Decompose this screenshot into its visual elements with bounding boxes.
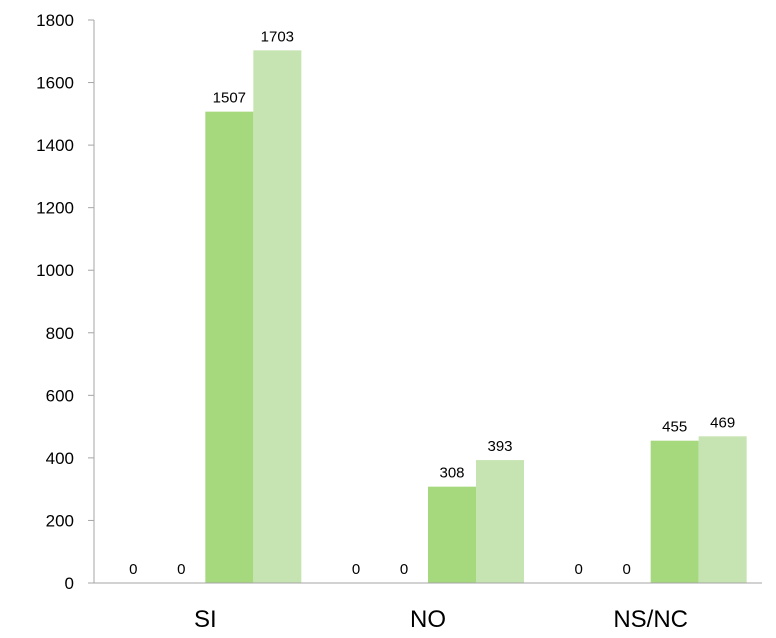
- y-tick-label: 1400: [36, 136, 74, 155]
- data-label: 0: [622, 561, 630, 578]
- y-tick-label: 1000: [36, 261, 74, 280]
- bar: [428, 486, 476, 583]
- y-tick-label: 1800: [36, 11, 74, 30]
- y-tick-label: 600: [46, 386, 74, 405]
- data-label: 0: [352, 561, 360, 578]
- x-tick-label: NS/NC: [613, 606, 688, 633]
- bar: [650, 440, 699, 583]
- data-label: 0: [177, 561, 185, 578]
- data-label: 0: [574, 561, 582, 578]
- x-tick-label: NO: [410, 606, 446, 633]
- data-label: 0: [129, 561, 137, 578]
- x-axis-labels: SI NO NS/NC: [194, 606, 688, 633]
- y-tick-label: 0: [65, 574, 74, 593]
- y-axis-ticks: 0 200 400 600 800 1000 1200 1400 1600 1800: [36, 11, 94, 593]
- bar: [253, 50, 302, 584]
- data-labels: 0 0 1507 1703 0 0 308 393 0 0 455 469: [129, 28, 735, 578]
- y-tick-label: 400: [46, 449, 74, 468]
- data-label: 1703: [261, 28, 294, 45]
- data-label: 308: [439, 465, 464, 482]
- x-tick-label: SI: [194, 606, 217, 633]
- y-tick-label: 1200: [36, 199, 74, 218]
- bars: [205, 50, 747, 584]
- y-tick-label: 800: [46, 324, 74, 343]
- y-tick-label: 1600: [36, 74, 74, 93]
- data-label: 393: [487, 438, 512, 455]
- bar: [476, 460, 524, 583]
- data-label: 455: [662, 419, 687, 436]
- data-label: 0: [400, 561, 408, 578]
- bar: [205, 111, 254, 583]
- bar: [698, 436, 747, 583]
- data-label: 1507: [213, 90, 246, 107]
- y-tick-label: 200: [46, 511, 74, 530]
- data-label: 469: [710, 414, 735, 431]
